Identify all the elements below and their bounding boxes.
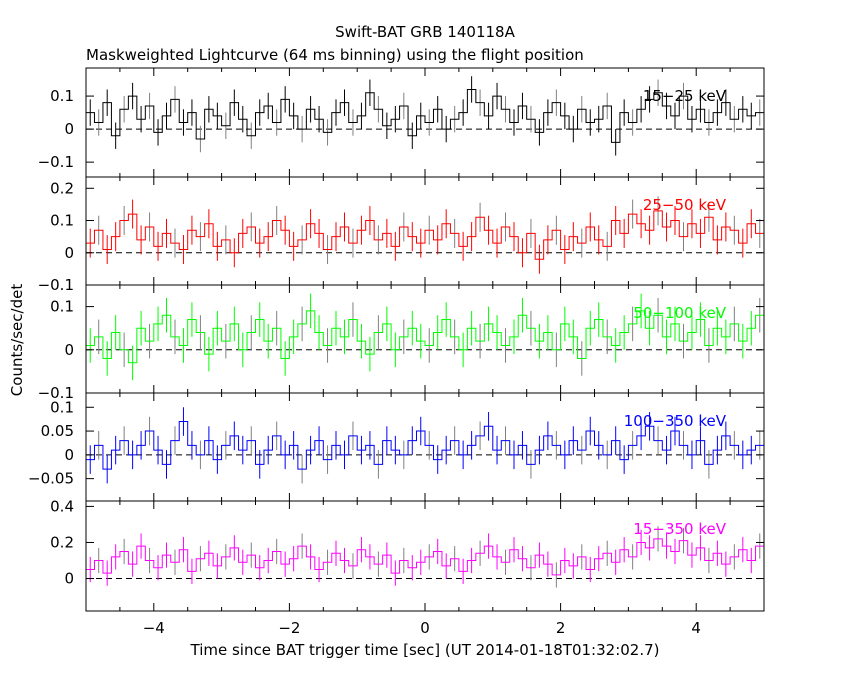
step-line [86,210,764,260]
y-tick-label: 0 [64,446,74,464]
panel-5: 0.4 0.2 0 15−350 keV [50,497,765,612]
y-tick-label: 0 [64,120,74,138]
band-label: 50−100 keV [633,304,726,322]
y-tick-label: 0.2 [50,179,74,197]
y-tick-label: −0.1 [38,153,74,171]
band-label: 100−350 keV [624,412,727,430]
step-line [86,538,764,576]
panel-3: 0.1 0 −0.1 50−100 keV [38,284,765,402]
y-tick-label: 0.1 [50,398,74,416]
step-line [86,421,764,470]
band-label: 15−25 keV [643,87,727,105]
band-label: 15−350 keV [633,520,726,538]
band-label: 25−50 keV [643,196,727,214]
y-tick-label: 0.1 [50,212,74,230]
panel-2: 0.2 0.1 0 −0.1 25−50 keV [38,176,765,294]
x-tick-label: −2 [278,619,300,637]
panel-1: 0.1 0 −0.1 15−25 keV [38,67,765,178]
panel-4: 0.1 0.05 0 −0.05 100−350 keV [28,392,765,502]
x-tick-label: 0 [420,619,430,637]
x-axis-label: Time since BAT trigger time [sec] (UT 20… [190,641,660,659]
y-tick-label: 0.1 [50,298,74,316]
y-tick-label: 0.4 [50,497,74,515]
chart-title: Swift-BAT GRB 140118A [335,23,515,41]
y-tick-label: 0 [64,570,74,588]
y-axis-label: Counts/sec/det [8,284,26,397]
y-tick-label: −0.1 [38,384,74,402]
step-line [86,310,764,364]
chart-subtitle: Maskweighted Lightcurve (64 ms binning) … [86,46,584,64]
x-tick-label: 2 [556,619,566,637]
y-tick-label: 0.1 [50,87,74,105]
step-line [86,88,764,143]
y-tick-label: −0.05 [28,470,74,488]
y-tick-label: 0.2 [50,533,74,551]
y-tick-label: −0.1 [38,276,74,294]
y-tick-label: 0 [64,244,74,262]
y-tick-label: 0.05 [41,422,74,440]
y-tick-label: 0 [64,341,74,359]
x-tick-label: 4 [691,619,701,637]
x-tick-label: −4 [143,619,165,637]
